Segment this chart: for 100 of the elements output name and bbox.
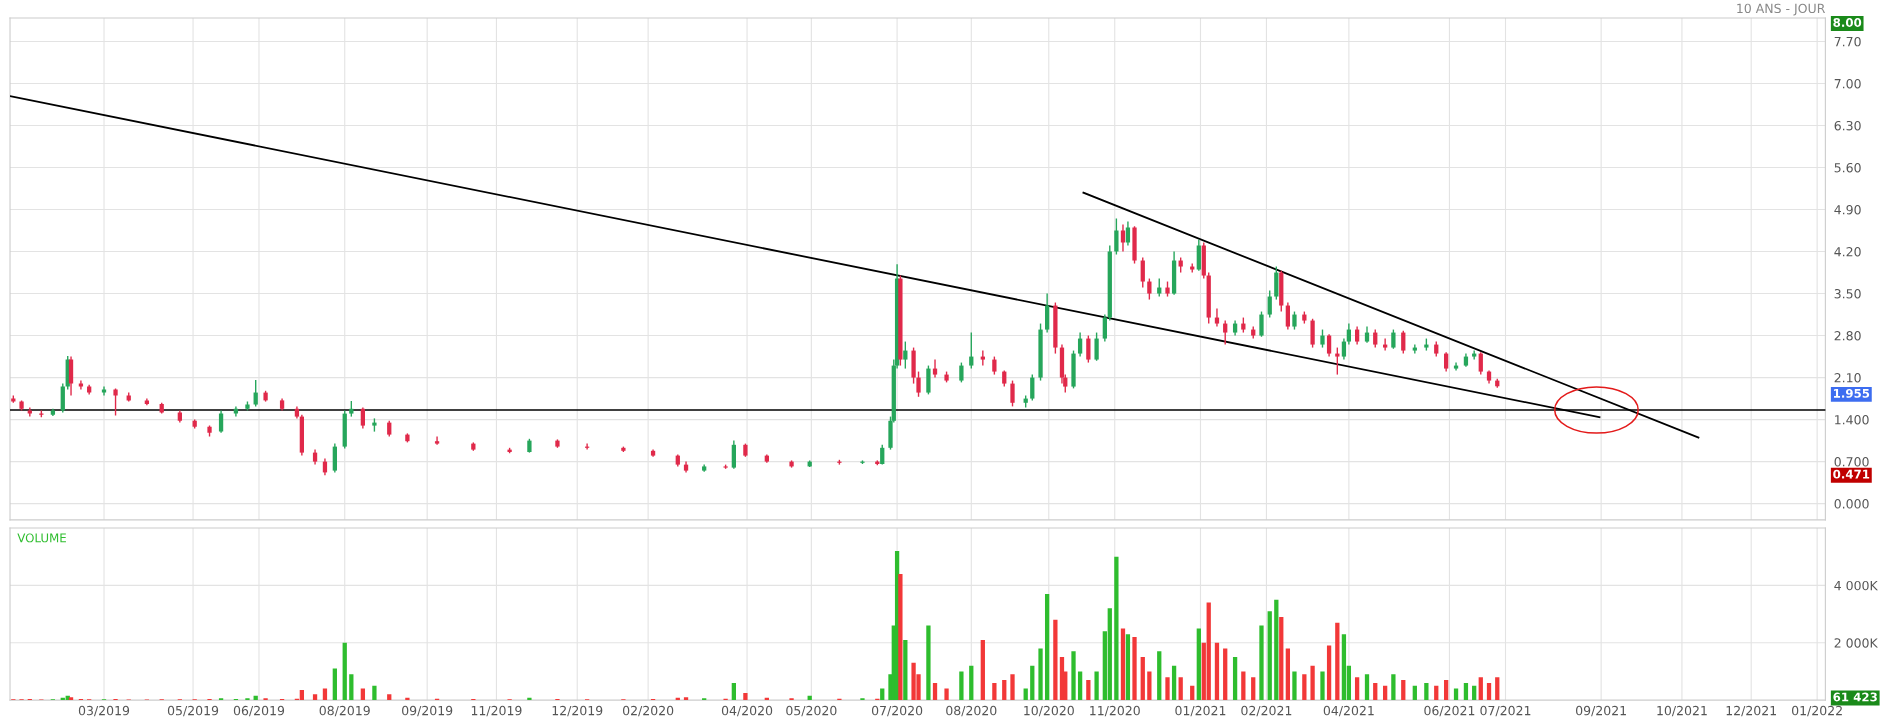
candlestick — [1472, 349, 1477, 361]
x-tick-label: 09/2021 — [1576, 705, 1626, 717]
bar — [1478, 677, 1483, 701]
bar — [1223, 648, 1228, 701]
x-tick-label: 11/2019 — [471, 705, 522, 717]
x-tick-label: 09/2019 — [402, 705, 453, 717]
x-tick-label: 01/2021 — [1175, 705, 1226, 717]
x-tick-label: 08/2019 — [319, 705, 370, 717]
y-tick-label: 3.50 — [1834, 289, 1861, 299]
candlestick — [27, 406, 32, 418]
bar — [349, 674, 354, 701]
bar — [1463, 682, 1469, 701]
candlestick — [959, 361, 964, 384]
x-tick-label: 03/2019 — [78, 705, 130, 717]
bar — [1165, 677, 1170, 701]
bar — [1292, 671, 1297, 701]
y-tick-label: 0.700 — [1834, 457, 1869, 467]
x-tick-label: 12/2019 — [552, 705, 603, 717]
candlestick — [1094, 331, 1099, 362]
bar — [1132, 637, 1137, 701]
x-tick-label: 07/2021 — [1480, 705, 1531, 717]
x-tick-label: 07/2020 — [871, 705, 923, 717]
bar — [880, 688, 885, 701]
text: 10 ANS - JOUR — [1737, 3, 1826, 16]
candlestick — [78, 379, 84, 391]
candlestick — [1326, 333, 1332, 358]
candlestick — [1335, 346, 1340, 376]
bar — [1140, 657, 1145, 701]
bar — [743, 692, 748, 701]
chart-title: VOLUME — [17, 533, 66, 543]
bar — [1030, 665, 1035, 701]
candlestick — [731, 439, 736, 470]
bar — [1214, 642, 1220, 701]
x-tick-label: 10/2020 — [1024, 705, 1074, 717]
candlestick — [1285, 301, 1291, 331]
bar — [944, 688, 949, 701]
y-tick-label: 5.60 — [1834, 162, 1861, 173]
bar — [1196, 628, 1201, 701]
candlestick — [1223, 319, 1228, 346]
bar — [1120, 628, 1126, 701]
candlestick — [1140, 256, 1145, 289]
text: 1.955 — [1833, 388, 1870, 398]
candlestick — [903, 340, 908, 370]
candlestick — [1102, 313, 1107, 343]
bar — [1364, 674, 1370, 701]
candlestick — [1030, 373, 1035, 402]
candlestick — [1120, 223, 1126, 253]
bar — [1354, 677, 1360, 701]
bar — [527, 697, 532, 701]
candlestick — [113, 387, 118, 417]
candlestick — [218, 409, 224, 434]
bar — [1251, 677, 1256, 701]
candlestick — [916, 370, 921, 398]
bar — [360, 688, 366, 701]
bar — [332, 668, 337, 701]
bar — [1023, 688, 1028, 701]
x-tick-label: 06/2021 — [1424, 705, 1475, 717]
x-tick-label: 06/2019 — [233, 705, 285, 717]
y-tick-label: 6.30 — [1834, 120, 1861, 131]
bar — [1320, 671, 1325, 701]
bar — [1125, 634, 1131, 701]
bar — [1453, 688, 1459, 701]
bar — [1002, 680, 1007, 701]
candlestick — [1010, 379, 1015, 408]
candlestick — [992, 355, 997, 376]
bar — [1053, 619, 1058, 701]
text: 61 423 — [1833, 692, 1877, 702]
bar — [1472, 685, 1477, 701]
bar — [1267, 611, 1272, 701]
x-tick-label: 01/2022 — [1792, 705, 1842, 717]
candlestick — [1354, 325, 1360, 346]
bar — [1190, 685, 1195, 701]
bar — [1335, 622, 1340, 701]
x-tick-label: 08/2020 — [946, 705, 997, 717]
bar — [1285, 648, 1291, 701]
bar — [980, 639, 985, 701]
bar — [1434, 685, 1439, 701]
x-tick-label: 12/2021 — [1726, 705, 1776, 717]
candlestick — [1147, 277, 1152, 301]
y-tick-label: 7.70 — [1834, 36, 1861, 47]
bar — [1383, 685, 1388, 701]
bar — [1147, 671, 1152, 701]
x-tick-label: 04/2020 — [721, 705, 773, 717]
y-tick-label: 2.80 — [1834, 331, 1861, 341]
y-tick-label: 2.10 — [1834, 373, 1861, 383]
y-tick-label: 4.90 — [1834, 204, 1861, 215]
candlestick — [880, 444, 885, 466]
bar — [1241, 671, 1246, 701]
bar — [1044, 594, 1050, 701]
candlestick — [1341, 337, 1347, 361]
bar — [1326, 645, 1332, 701]
candlestick — [1373, 328, 1378, 349]
candlestick — [253, 379, 258, 408]
bar — [1086, 680, 1091, 701]
bar — [1232, 657, 1238, 701]
candlestick — [434, 435, 440, 446]
candlestick — [1292, 310, 1297, 331]
y-tick-label: 2 000K — [1834, 638, 1878, 648]
bar — [1171, 665, 1177, 701]
y-tick-label: 1.400 — [1835, 415, 1869, 425]
